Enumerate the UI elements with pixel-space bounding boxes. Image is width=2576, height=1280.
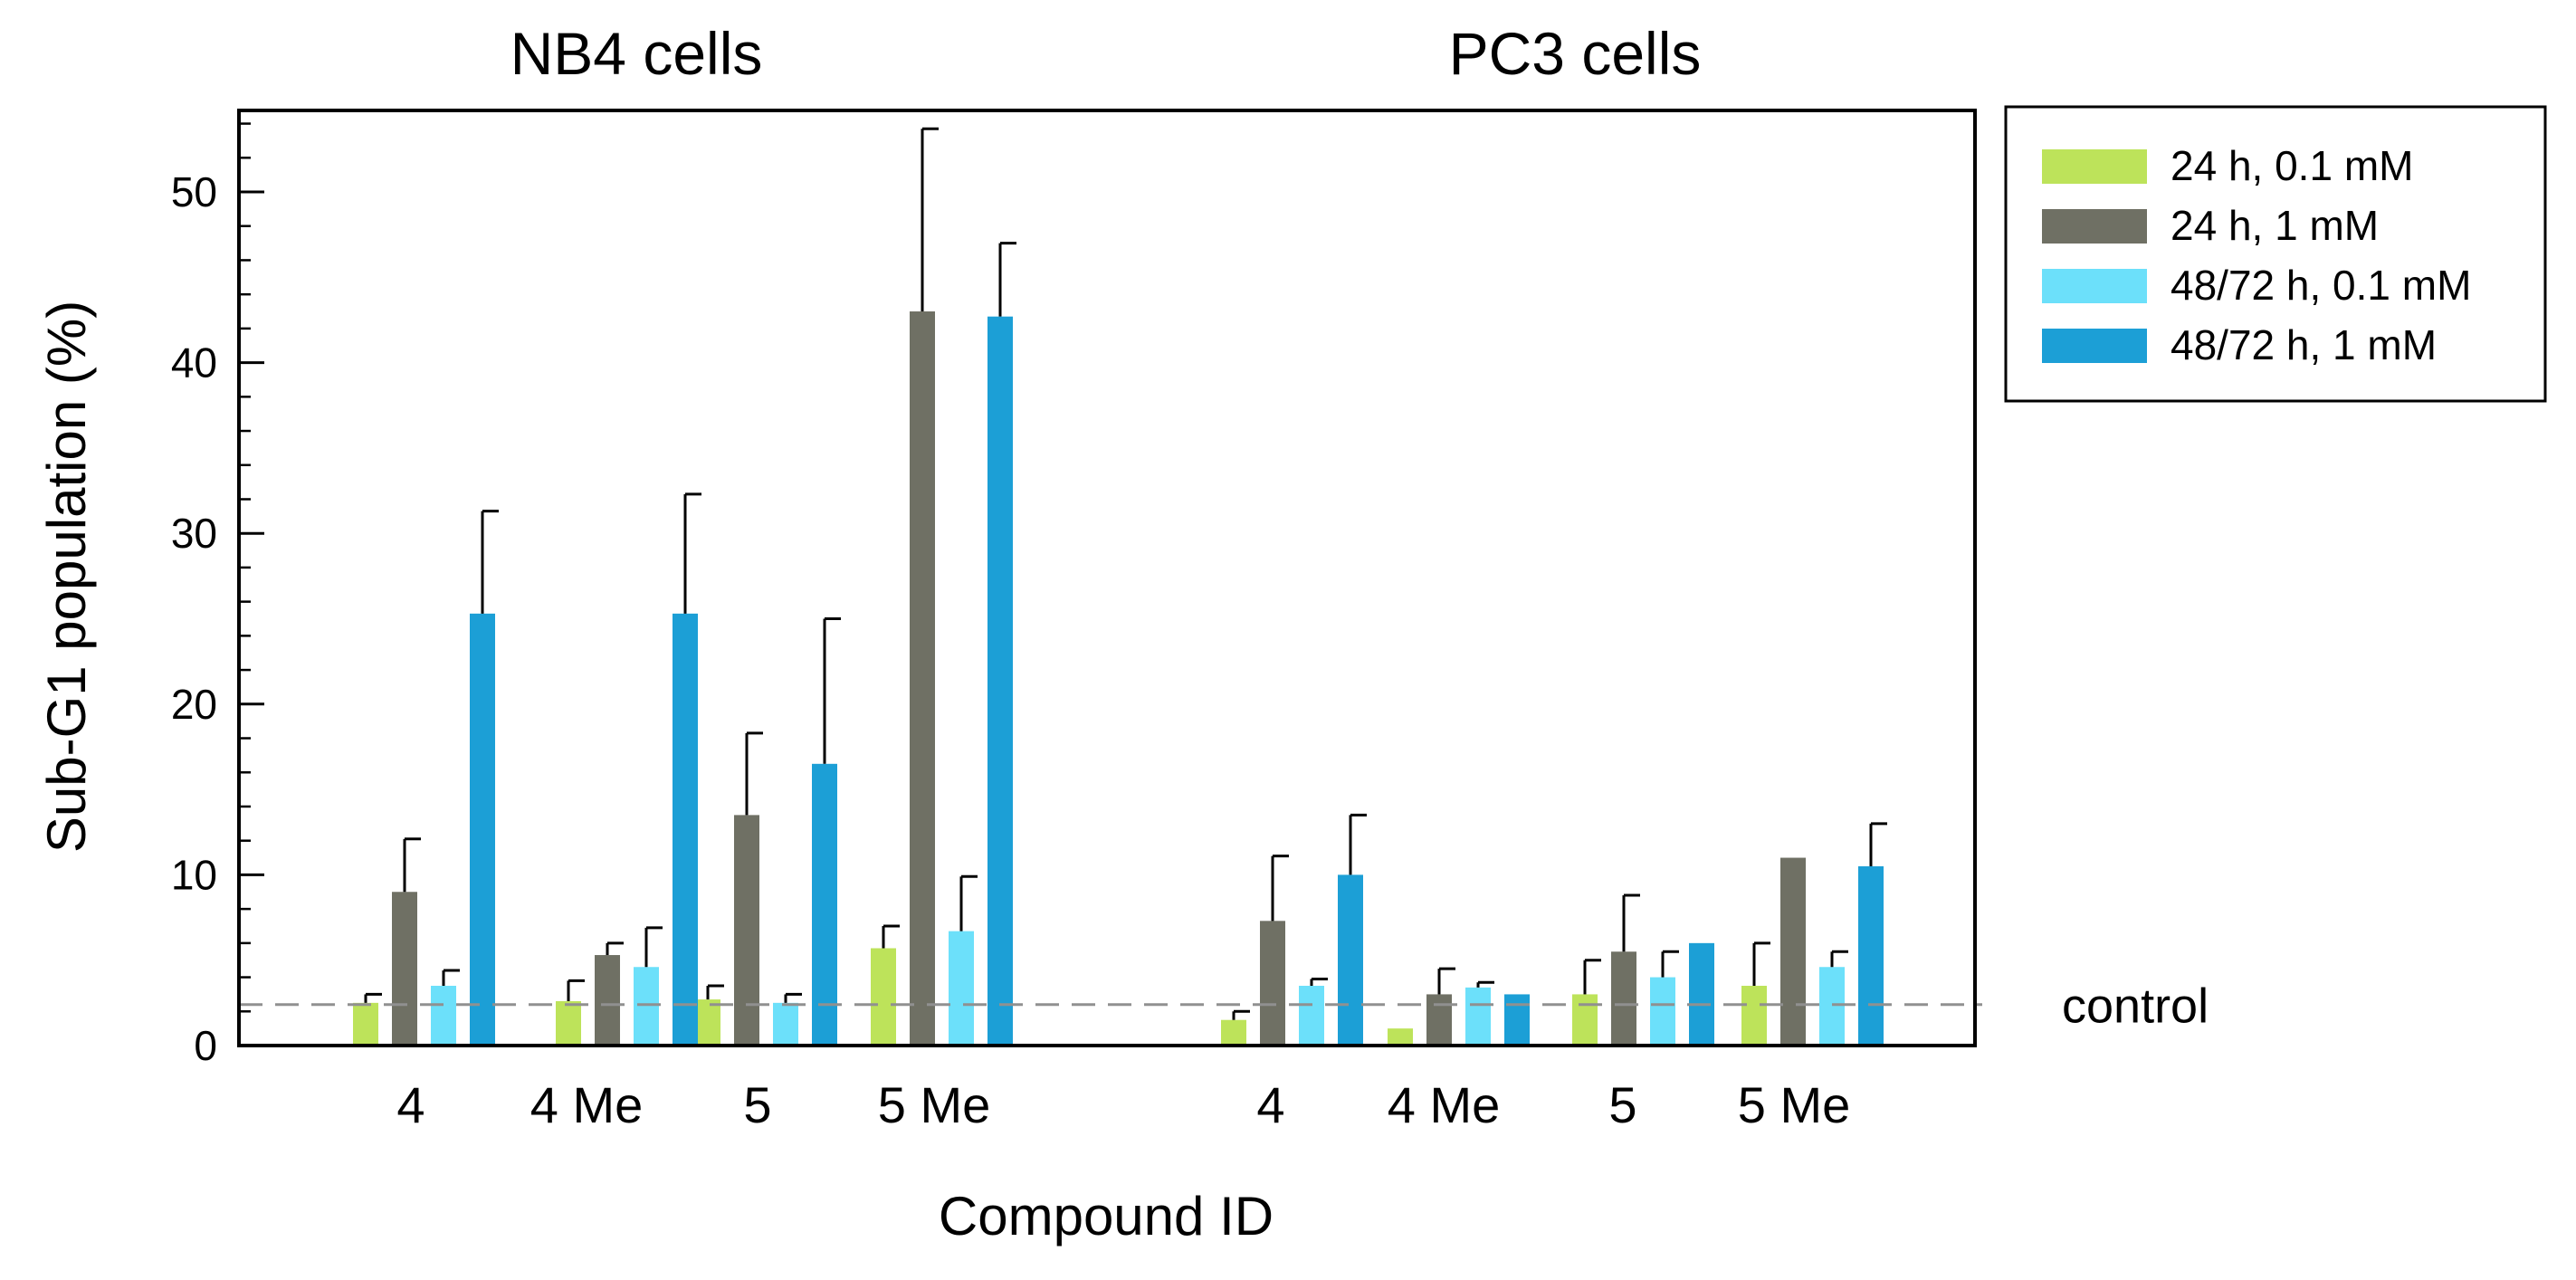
bar-nb4-4-me-24-h-1-mm (595, 955, 620, 1046)
bars-layer (353, 311, 1884, 1046)
bar-nb4-5-me-24-h-0-1-mm (871, 948, 896, 1046)
error-bar-pc3-4-48-72-h-1-mm (1349, 813, 1367, 875)
x-category-label-nb4-5: 5 (743, 1076, 771, 1133)
bar-nb4-5-48-72-h-0-1-mm (773, 1002, 798, 1046)
bar-pc3-5-me-48-72-h-1-mm (1858, 865, 1884, 1046)
x-axis-title: Compound ID (939, 1186, 1274, 1247)
bar-pc3-4-24-h-0-1-mm (1221, 1019, 1246, 1046)
x-category-label-pc3-5-me: 5 Me (1738, 1076, 1851, 1133)
x-category-label-pc3-4-me: 4 Me (1388, 1076, 1501, 1133)
bar-pc3-4-me-48-72-h-0-1-mm (1465, 987, 1491, 1046)
bar-pc3-5-me-24-h-0-1-mm (1741, 985, 1767, 1046)
x-category-label-nb4-5-me: 5 Me (878, 1076, 991, 1133)
error-bar-pc3-5-me-48-72-h-1-mm (1869, 822, 1887, 866)
error-bar-nb4-4-24-h-0-1-mm (364, 992, 382, 1003)
legend-swatch-24h-0.1mM (2042, 149, 2147, 184)
group-title-nb4: NB4 cells (510, 20, 763, 87)
error-bar-nb4-5-24-h-1-mm (745, 731, 763, 816)
error-bar-nb4-5-24-h-0-1-mm (706, 984, 724, 1000)
bar-pc3-5-me-48-72-h-0-1-mm (1819, 967, 1845, 1046)
error-bar-pc3-5-24-h-1-mm (1622, 893, 1640, 952)
x-category-label-pc3-4: 4 (1256, 1076, 1284, 1133)
error-bars-layer (364, 127, 1887, 1020)
legend-swatch-48-72h-0.1mM (2042, 269, 2147, 303)
y-axis-ticks: 0 10 20 30 40 50 (171, 122, 264, 1069)
error-bar-nb4-4-me-24-h-0-1-mm (567, 979, 585, 1001)
plot-frame (237, 109, 1977, 1047)
error-bar-pc3-5-24-h-0-1-mm (1583, 959, 1601, 995)
error-bar-pc3-4-me-48-72-h-0-1-mm (1476, 980, 1494, 988)
y-tick-label: 0 (194, 1022, 217, 1069)
error-bar-pc3-4-48-72-h-0-1-mm (1310, 977, 1328, 986)
bar-pc3-4-me-24-h-1-mm (1426, 994, 1452, 1046)
error-bar-nb4-5-me-48-72-h-1-mm (998, 242, 1016, 317)
bar-pc3-5-48-72-h-1-mm (1689, 942, 1714, 1046)
error-bar-pc3-4-me-24-h-1-mm (1437, 967, 1455, 995)
error-bar-nb4-5-me-24-h-0-1-mm (882, 924, 900, 949)
error-bar-pc3-5-me-24-h-0-1-mm (1752, 941, 1770, 986)
bar-nb4-4-me-48-72-h-1-mm (673, 613, 698, 1046)
error-bar-pc3-5-me-48-72-h-0-1-mm (1830, 950, 1848, 968)
bar-pc3-4-48-72-h-1-mm (1338, 874, 1363, 1046)
bar-pc3-4-me-48-72-h-1-mm (1504, 994, 1530, 1046)
bar-nb4-4-me-24-h-0-1-mm (556, 1000, 581, 1046)
error-bar-nb4-5-me-48-72-h-0-1-mm (959, 874, 978, 931)
x-category-label-nb4-4: 4 (396, 1076, 425, 1133)
bar-pc3-4-48-72-h-0-1-mm (1299, 985, 1324, 1046)
error-bar-pc3-4-24-h-1-mm (1271, 855, 1289, 922)
error-bar-nb4-4-24-h-1-mm (403, 837, 421, 893)
y-tick-label: 50 (171, 168, 217, 215)
bar-pc3-4-24-h-1-mm (1260, 921, 1285, 1046)
error-bar-nb4-4-48-72-h-0-1-mm (442, 969, 460, 986)
bar-nb4-4-24-h-1-mm (392, 892, 417, 1046)
bar-nb4-5-me-24-h-1-mm (910, 311, 935, 1046)
legend: 24 h, 0.1 mM 24 h, 1 mM 48/72 h, 0.1 mM … (2004, 105, 2547, 403)
y-tick-label: 20 (171, 681, 217, 728)
bar-pc3-4-me-24-h-0-1-mm (1388, 1028, 1413, 1046)
bar-pc3-5-48-72-h-0-1-mm (1650, 977, 1675, 1046)
x-category-label-nb4-4-me: 4 Me (530, 1076, 644, 1133)
bar-nb4-5-24-h-1-mm (734, 815, 759, 1046)
error-bar-nb4-4-48-72-h-1-mm (481, 510, 499, 614)
error-bar-nb4-5-48-72-h-1-mm (823, 617, 841, 764)
y-axis-title: Sub-G1 population (%) (36, 301, 97, 853)
legend-label-24h-0.1mM: 24 h, 0.1 mM (2171, 142, 2413, 189)
y-tick-label: 30 (171, 510, 217, 557)
error-bar-pc3-4-24-h-0-1-mm (1232, 1009, 1250, 1020)
error-bar-nb4-4-me-48-72-h-1-mm (683, 492, 701, 614)
group-title-pc3: PC3 cells (1449, 20, 1702, 87)
legend-swatch-24h-1mM (2042, 209, 2147, 244)
y-tick-label: 40 (171, 339, 217, 387)
legend-label-48-72h-0.1mM: 48/72 h, 0.1 mM (2171, 262, 2471, 309)
x-axis-category-labels: 4 4 Me 5 5 Me 4 4 Me 5 5 Me (396, 1076, 1850, 1133)
error-bar-nb4-5-me-24-h-1-mm (921, 127, 939, 312)
error-bar-nb4-5-48-72-h-0-1-mm (784, 992, 802, 1003)
bar-nb4-5-me-48-72-h-1-mm (987, 316, 1013, 1046)
bar-nb4-5-24-h-0-1-mm (695, 999, 720, 1046)
bar-nb4-4-48-72-h-1-mm (470, 613, 495, 1046)
legend-label-24h-1mM: 24 h, 1 mM (2171, 202, 2379, 249)
bar-pc3-5-24-h-0-1-mm (1572, 994, 1598, 1046)
bar-pc3-5-24-h-1-mm (1611, 951, 1636, 1046)
control-label: control (2062, 979, 2209, 1034)
error-bar-pc3-5-48-72-h-0-1-mm (1661, 950, 1679, 978)
error-bar-nb4-4-me-48-72-h-0-1-mm (644, 926, 663, 968)
bar-nb4-5-48-72-h-1-mm (812, 763, 837, 1046)
legend-label-48-72h-1mM: 48/72 h, 1 mM (2171, 321, 2437, 368)
bar-nb4-4-me-48-72-h-0-1-mm (634, 967, 659, 1046)
bar-nb4-4-24-h-0-1-mm (353, 1002, 378, 1046)
bar-nb4-4-48-72-h-0-1-mm (431, 985, 456, 1046)
legend-swatch-48-72h-1mM (2042, 329, 2147, 363)
bar-nb4-5-me-48-72-h-0-1-mm (949, 931, 974, 1046)
error-bar-nb4-4-me-24-h-1-mm (606, 941, 624, 956)
y-tick-label: 10 (171, 851, 217, 898)
bar-pc3-5-me-24-h-1-mm (1780, 857, 1806, 1046)
x-category-label-pc3-5: 5 (1608, 1076, 1636, 1133)
